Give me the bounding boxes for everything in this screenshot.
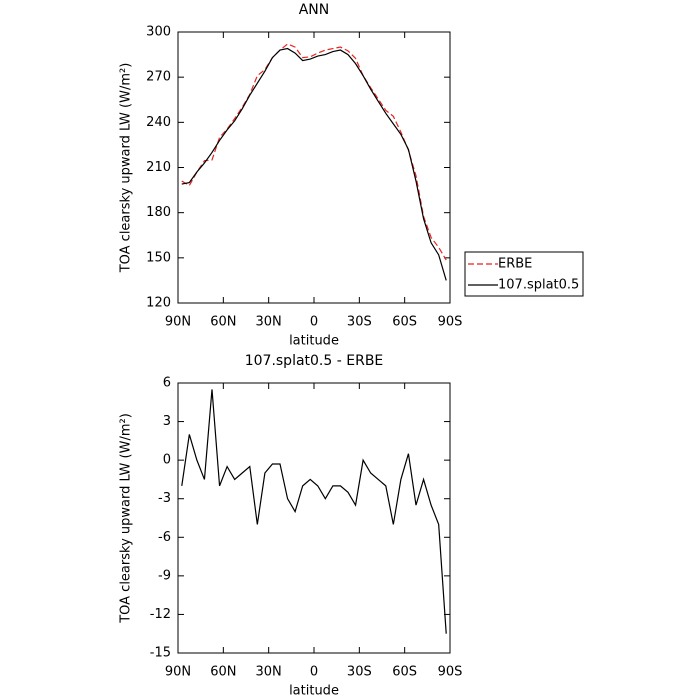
x-axis-label: latitude [289,334,339,349]
x-tick-label: 60N [210,315,236,330]
y-tick-label: -3 [158,491,171,506]
x-tick-label: 0 [310,315,318,330]
y-tick-label: 3 [163,414,171,429]
y-axis-label: TOA clearsky upward LW (W/m²) [119,63,134,274]
y-tick-label: 120 [146,296,171,311]
y-tick-label: 270 [146,70,171,85]
legend-box [464,251,584,297]
y-tick-label: 210 [146,160,171,175]
x-tick-label: 30N [256,315,282,330]
plot-frame [177,31,451,304]
x-tick-label: 90S [438,665,463,680]
x-tick-label: 90N [165,315,191,330]
y-tick-label: -12 [150,607,171,622]
x-tick-label: 60S [392,315,417,330]
chart-title: 107.splat0.5 - ERBE [245,353,384,369]
x-tick-label: 60S [392,665,417,680]
x-tick-label: 30S [347,315,372,330]
y-axis-label: TOA clearsky upward LW (W/m²) [119,413,134,624]
x-tick-label: 90N [165,665,191,680]
y-tick-label: -9 [158,568,171,583]
x-tick-label: 60N [210,665,236,680]
y-tick-label: 6 [163,376,171,391]
y-tick-label: 300 [146,25,171,40]
y-tick-label: 150 [146,250,171,265]
legend-label: ERBE [498,257,532,272]
y-tick-label: -6 [158,530,171,545]
plot-frame [177,382,451,654]
x-tick-label: 30N [256,665,282,680]
x-tick-label: 30S [347,665,372,680]
y-tick-label: 0 [163,453,171,468]
x-tick-label: 90S [438,315,463,330]
legend-label: 107.splat0.5 [498,278,579,293]
chart-title: ANN [299,2,330,18]
y-tick-label: 240 [146,115,171,130]
series-line [181,389,447,634]
y-tick-label: 180 [146,205,171,220]
x-tick-label: 0 [310,665,318,680]
x-axis-label: latitude [289,684,339,699]
series-line [181,47,447,281]
y-tick-label: -15 [150,646,171,661]
series-line [181,43,447,261]
legend: ERBE 107.splat0.5 [464,251,584,297]
